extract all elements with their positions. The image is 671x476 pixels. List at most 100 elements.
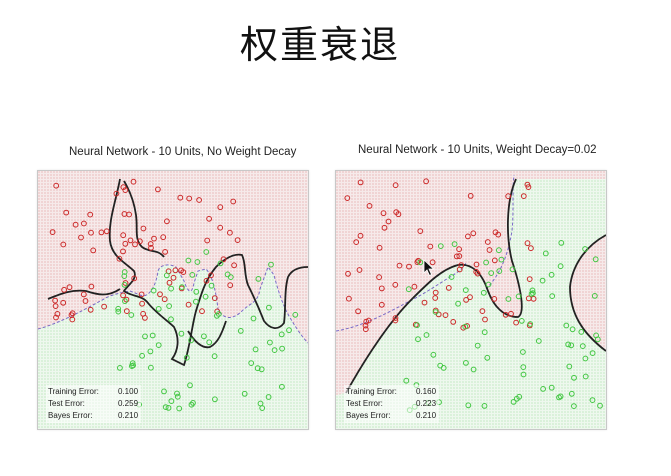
red-class-point (502, 311, 509, 318)
red-class-point (139, 300, 145, 307)
training-error-row: Training Error: 0.160 (346, 386, 436, 398)
green-class-point (165, 405, 172, 411)
green-class-point (193, 298, 199, 305)
red-class-point (230, 198, 237, 205)
green-class-point (149, 332, 156, 339)
red-class-point (429, 259, 436, 266)
green-class-point (568, 390, 575, 397)
red-class-point (357, 179, 364, 186)
red-class-point (234, 237, 241, 243)
green-class-point (174, 393, 181, 400)
green-class-point (529, 287, 536, 294)
red-class-point (432, 295, 439, 301)
green-class-point (163, 272, 170, 279)
red-class-point (161, 296, 168, 303)
green-class-point (540, 386, 547, 392)
red-class-point (140, 310, 146, 317)
red-class-point (88, 283, 95, 290)
red-class-point (456, 266, 463, 273)
green-class-point (168, 316, 174, 323)
green-class-point (115, 308, 122, 315)
red-class-point (116, 255, 123, 262)
green-class-point (451, 241, 458, 247)
green-class-point (571, 374, 577, 381)
red-class-point (432, 289, 439, 296)
green-class-point (582, 246, 589, 252)
red-class-point (78, 234, 84, 241)
red-class-point (520, 193, 527, 200)
green-class-point (188, 337, 195, 344)
green-class-point (215, 311, 222, 317)
red-class-point (345, 270, 351, 277)
green-class-point (217, 260, 224, 267)
red-class-point (526, 276, 533, 282)
green-class-point (462, 360, 469, 366)
red-class-point (482, 316, 488, 323)
green-class-point (589, 350, 596, 357)
green-class-point (117, 365, 123, 371)
green-class-point (257, 400, 264, 407)
red-class-point (365, 317, 372, 324)
red-class-point (140, 225, 147, 232)
green-class-point (139, 352, 145, 359)
red-class-point (392, 317, 399, 324)
green-class-point (417, 259, 424, 266)
red-class-point (199, 308, 205, 315)
green-class-point (121, 269, 128, 275)
red-class-point (217, 204, 224, 211)
green-class-point (183, 354, 190, 361)
green-class-point (121, 273, 128, 279)
red-class-point (151, 235, 157, 242)
red-class-point (346, 295, 352, 302)
error-stats: Training Error: 0.160 Test Error: 0.223 Ba… (344, 385, 440, 423)
green-class-point (423, 332, 430, 338)
green-class-point (278, 331, 285, 338)
red-class-point (392, 281, 399, 288)
green-class-point (437, 243, 444, 249)
red-class-point (378, 285, 385, 292)
red-class-point (52, 303, 59, 310)
red-class-point (178, 267, 185, 274)
green-class-point (569, 326, 576, 333)
green-class-point (432, 309, 439, 315)
red-class-point (103, 228, 110, 235)
green-class-point (542, 250, 549, 257)
green-class-point (248, 360, 255, 367)
green-class-point (227, 274, 234, 280)
green-class-point (188, 401, 195, 408)
red-class-point (344, 195, 351, 202)
green-class-point (589, 397, 596, 404)
green-class-point (211, 353, 218, 360)
nn-boundary-extra (47, 180, 227, 349)
red-class-point (87, 306, 94, 313)
green-class-point (279, 383, 285, 390)
red-class-point (508, 310, 514, 317)
red-class-point (524, 181, 531, 188)
green-class-point (496, 247, 502, 254)
green-class-point (194, 259, 201, 265)
green-class-point (448, 274, 455, 280)
green-class-point (470, 366, 477, 373)
green-class-point (549, 293, 556, 299)
green-class-point (178, 330, 185, 337)
red-class-point (60, 299, 67, 306)
green-class-point (582, 373, 589, 380)
panel-title-weight-decay: Neural Network - 10 Units, Weight Decay=… (358, 144, 597, 156)
green-class-point (161, 388, 167, 395)
red-class-point (376, 274, 382, 281)
red-class-point (185, 301, 192, 308)
green-class-point (520, 364, 527, 371)
red-class-point (123, 296, 130, 303)
red-class-point (68, 312, 75, 319)
red-class-point (186, 195, 193, 202)
red-class-point (381, 224, 388, 231)
red-class-point (393, 209, 400, 215)
green-class-point (203, 249, 210, 255)
red-class-point (82, 298, 89, 304)
red-class-point (357, 232, 364, 239)
red-class-point (467, 294, 473, 301)
green-class-point (548, 384, 555, 391)
red-class-point (157, 291, 163, 298)
green-class-point (148, 364, 154, 371)
training-error-value: 0.160 (416, 387, 437, 396)
